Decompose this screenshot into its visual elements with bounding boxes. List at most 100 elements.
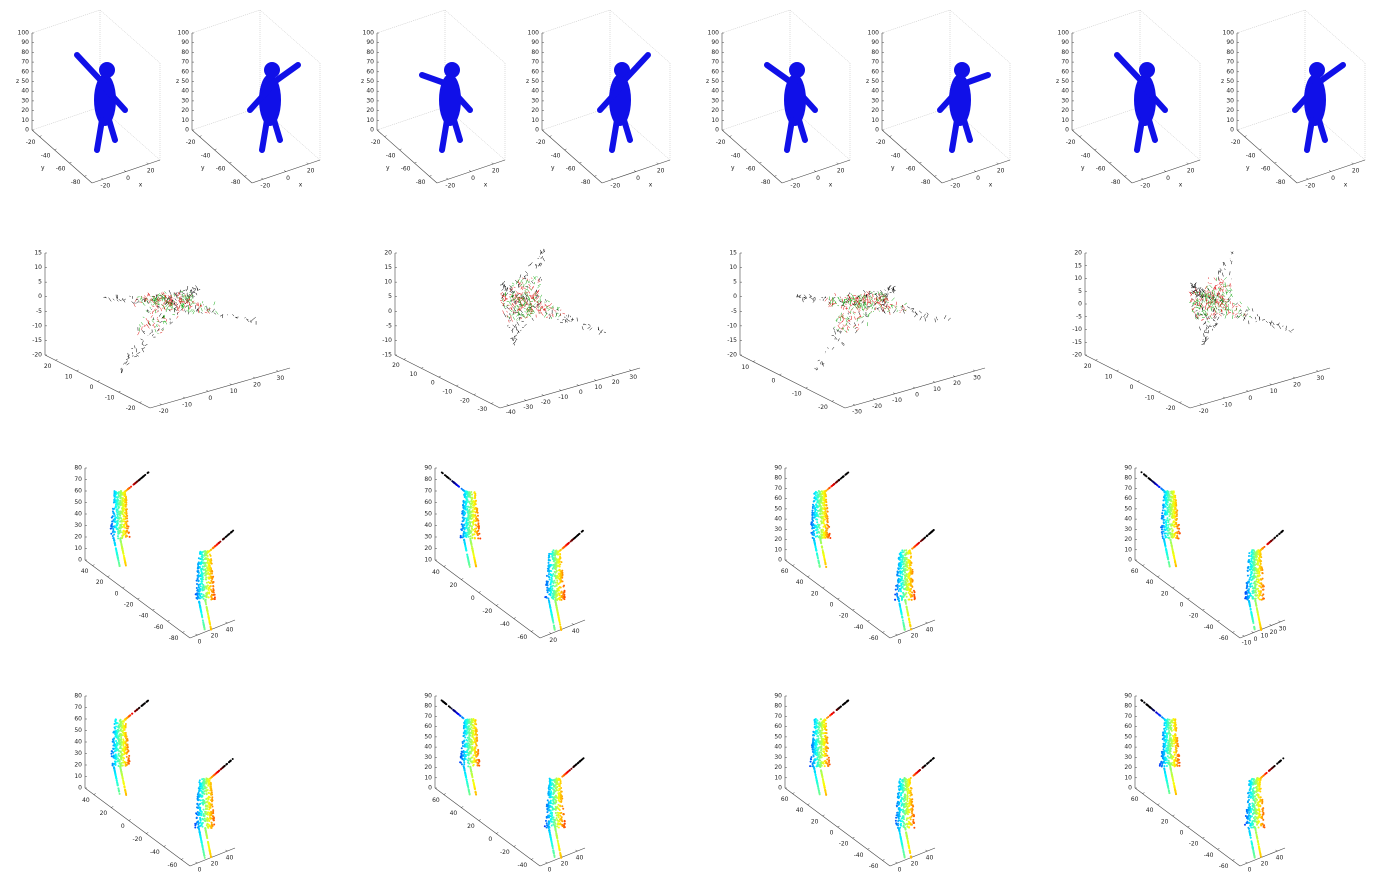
point xyxy=(112,537,115,540)
match-line xyxy=(152,318,155,321)
match-line xyxy=(527,313,530,317)
match-line xyxy=(1222,261,1224,266)
point xyxy=(123,557,126,560)
match-line xyxy=(145,318,148,322)
point xyxy=(474,560,477,563)
point xyxy=(209,585,212,588)
match-line xyxy=(160,294,162,296)
point xyxy=(208,567,211,570)
x-tick xyxy=(836,162,839,165)
match-line xyxy=(1199,293,1202,296)
x-tick-label: 30 xyxy=(973,374,981,381)
match-line xyxy=(525,296,527,299)
match-line xyxy=(1211,295,1214,300)
z-tick-label: 30 xyxy=(181,97,189,104)
match-line xyxy=(856,328,860,332)
point xyxy=(819,495,822,498)
match-line xyxy=(529,312,532,315)
match-line xyxy=(1276,322,1280,326)
x-tick-label: 20 xyxy=(253,382,261,389)
y-axis-label: y xyxy=(891,164,895,171)
y-tick-label: 0 xyxy=(772,377,776,384)
z-tick-label: 40 xyxy=(1061,88,1069,95)
y-tick-label: 20 xyxy=(811,590,819,597)
point xyxy=(465,520,468,523)
point-cloud xyxy=(796,284,951,371)
point xyxy=(208,591,211,594)
z-tick-label: 10 xyxy=(384,279,392,286)
match-line xyxy=(156,294,159,297)
z-tick-label: 40 xyxy=(531,88,539,95)
match-line xyxy=(515,291,519,295)
match-line xyxy=(1220,278,1223,281)
match-line xyxy=(1198,288,1202,293)
match-line xyxy=(856,304,859,307)
point xyxy=(548,576,551,579)
y-tick-label: 0 xyxy=(115,590,119,597)
y-tick xyxy=(1289,175,1292,177)
y-tick xyxy=(779,373,782,376)
match-line xyxy=(817,359,820,362)
match-line xyxy=(525,271,528,274)
point xyxy=(558,553,561,556)
point xyxy=(570,539,573,542)
point xyxy=(119,510,122,513)
x-tick-label: 20 xyxy=(549,637,557,644)
match-line xyxy=(539,312,541,314)
match-line xyxy=(875,292,877,296)
point-cloud xyxy=(1188,251,1294,346)
match-line xyxy=(893,309,897,314)
match-line xyxy=(540,263,543,267)
match-line xyxy=(865,293,868,297)
match-line xyxy=(848,294,850,298)
z-tick-label: 15 xyxy=(1074,262,1082,269)
match-line xyxy=(537,309,542,312)
match-line xyxy=(135,354,139,357)
match-line xyxy=(152,324,156,329)
match-line xyxy=(177,308,180,312)
match-line xyxy=(503,313,507,318)
point xyxy=(552,572,555,575)
y-tick xyxy=(1274,161,1277,164)
match-line xyxy=(522,314,524,316)
y-tick xyxy=(118,390,121,393)
z-tick-label: 70 xyxy=(21,59,29,66)
z-tick-label: 20 xyxy=(1074,250,1082,257)
x-tick-label: 20 xyxy=(837,167,845,174)
match-line xyxy=(161,293,165,297)
point xyxy=(201,565,204,568)
point xyxy=(205,593,208,596)
point xyxy=(817,490,820,493)
point xyxy=(815,529,818,532)
match-line xyxy=(513,306,515,308)
match-line xyxy=(122,361,126,365)
point xyxy=(561,576,564,579)
x-tick-label: 10 xyxy=(933,386,941,393)
match-line xyxy=(528,283,531,287)
match-line xyxy=(155,294,158,299)
match-line xyxy=(869,295,872,299)
point xyxy=(119,490,122,493)
point xyxy=(818,562,821,565)
match-line xyxy=(583,323,587,326)
point xyxy=(562,591,565,594)
point xyxy=(822,504,825,507)
match-line xyxy=(883,310,886,314)
match-line xyxy=(537,295,539,298)
match-line xyxy=(837,305,840,307)
match-line xyxy=(869,298,874,301)
point xyxy=(207,617,210,620)
box-edge xyxy=(31,106,101,131)
match-line xyxy=(184,298,188,300)
match-line xyxy=(188,296,191,299)
match-line xyxy=(125,358,129,360)
point xyxy=(820,522,823,525)
point xyxy=(199,563,202,566)
point xyxy=(115,500,118,503)
match-line xyxy=(516,294,519,297)
match-line xyxy=(842,324,845,327)
y-tick xyxy=(805,386,808,389)
match-line xyxy=(1202,306,1205,309)
point xyxy=(118,565,121,568)
point xyxy=(553,585,556,588)
